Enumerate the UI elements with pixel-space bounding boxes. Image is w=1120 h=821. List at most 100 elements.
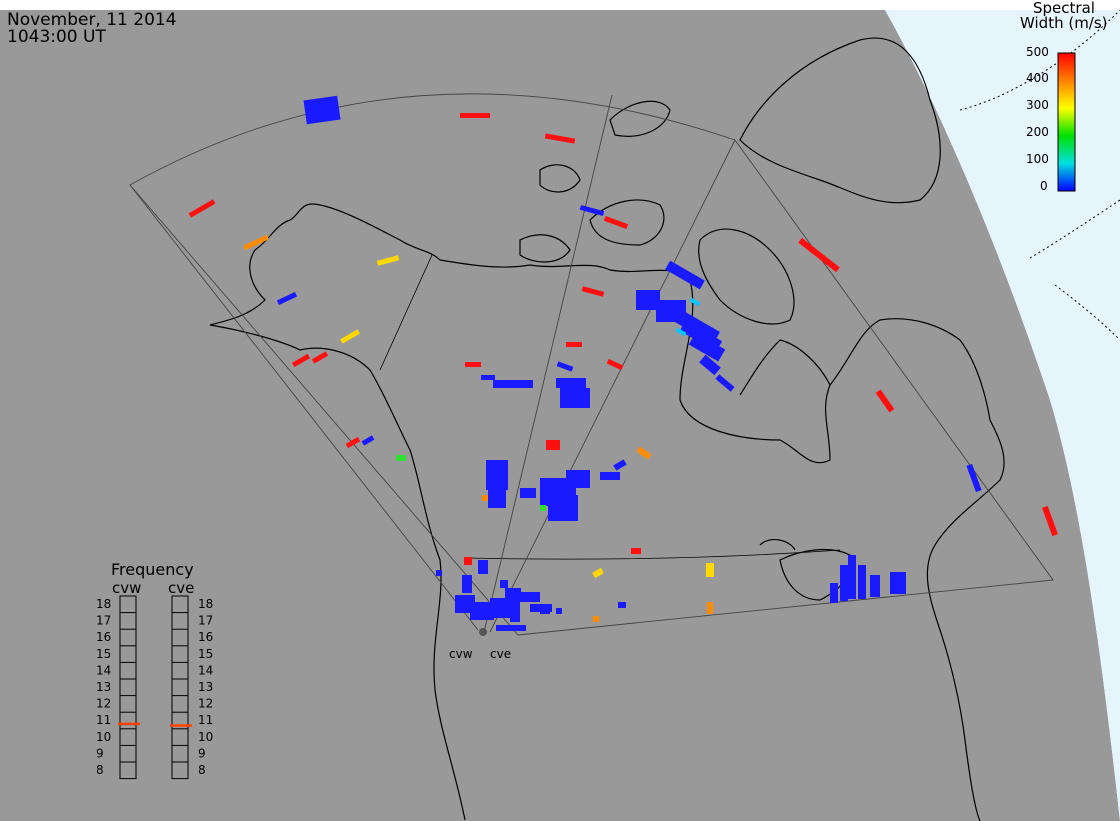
data-cell-green [540,505,546,511]
data-cell-blue [520,488,536,498]
data-cell-blue [493,380,533,388]
frequency-bar-cve [171,595,189,780]
frequency-level-label: 10 [198,730,213,744]
data-cell-blue [361,435,375,446]
data-cell-red [546,440,560,450]
data-cell-blue [556,378,586,388]
frequency-level-label: 9 [198,746,206,760]
frequency-radar-cve: cve [168,579,194,597]
frequency-level-label: 8 [198,763,206,777]
frequency-radar-cvw: cvw [112,579,141,597]
data-cell-blue [478,560,488,574]
data-cell-blue [566,470,590,488]
frequency-panel: Frequency cvw cve 18 18 17 17 16 16 15 15 14 14 13… [96,560,213,780]
frequency-level-label: 17 [198,614,213,628]
data-cell-blue [462,575,472,593]
land-region [0,10,1120,821]
data-cell-red [798,237,840,273]
radar-site-marker [479,628,487,636]
frequency-level-label: 13 [96,680,111,694]
data-cell-orange [482,495,488,501]
data-cell-blue [475,612,485,620]
colorbar-title-line1: Spectral [1033,0,1095,17]
data-cell-blue [548,495,578,521]
data-cell-blue [500,580,508,588]
data-cell-blue [840,565,848,601]
data-cell-red [291,353,311,368]
colorbar-tick-400: 400 [1026,71,1049,85]
frequency-level-label: 14 [198,663,213,677]
frequency-level-label: 11 [96,713,111,727]
data-cell-blue [486,460,508,490]
data-cell-red [875,389,895,413]
data-cell-blue [688,332,726,362]
data-cell-blue [848,555,856,599]
data-cell-cyan [689,297,701,307]
data-cell-blue [636,290,660,310]
data-cell-red [1042,505,1058,537]
latitude-line [1029,199,1120,259]
radar-label-cvw: cvw [449,647,473,661]
data-cell-cyan [675,327,687,337]
frequency-level-label: 18 [198,597,213,611]
data-cell-blue [870,575,880,597]
data-cell-red [631,548,641,554]
data-cell-red [188,199,216,218]
frequency-level-label: 11 [198,713,213,727]
data-cell-orange [243,234,269,251]
data-cell-orange [707,602,713,614]
date-label: November, 11 2014 [7,10,177,30]
frequency-title: Frequency [111,560,194,579]
data-cell-blue [665,260,705,290]
data-cell-red [460,113,490,118]
data-cell-red [345,436,361,449]
data-cell-blue [436,570,442,576]
data-cell-blue [966,463,982,493]
data-cell-yellow [592,567,604,579]
data-cell-orange [593,616,599,622]
data-cells [188,95,1058,631]
data-cell-blue [613,459,627,471]
frequency-level-label: 15 [198,647,213,661]
data-cell-red [606,358,624,371]
data-cell-blue [496,625,526,631]
frequency-level-label: 10 [96,730,111,744]
frequency-bar-cvw [119,595,137,780]
data-cell-blue [488,488,506,508]
data-cell-orange [636,446,652,460]
data-cell-blue [303,95,341,125]
data-cell-yellow [706,563,714,577]
data-cell-blue [556,361,574,372]
colorbar: Spectral Width (m/s) 500 400 300 200 100… [1020,0,1108,193]
fov-outlines [129,93,1054,636]
frequency-level-label: 16 [96,630,111,644]
data-cell-blue [505,588,521,602]
frequency-level-label: 8 [96,763,104,777]
frequency-level-label: 13 [198,680,213,694]
colorbar-tick-300: 300 [1026,98,1049,112]
data-cell-red [464,557,472,565]
colorbar-tick-0: 0 [1040,179,1048,193]
data-cell-green [396,455,406,461]
data-cell-yellow [376,255,400,266]
radar-label-cve: cve [490,647,511,661]
colorbar-tick-100: 100 [1026,152,1049,166]
frequency-level-label: 17 [96,614,111,628]
colorbar-gradient [1057,52,1076,192]
data-cell-yellow [340,329,360,344]
data-cell-blue [276,292,298,305]
frequency-level-label: 15 [96,647,111,661]
boundaries [379,254,841,560]
data-cell-red [603,216,629,229]
data-cell-red [465,362,481,367]
time-label: 1043:00 UT [7,27,106,47]
data-cell-blue [481,375,495,380]
data-cell-blue [560,388,590,408]
latitude-line [1054,284,1120,341]
data-cell-blue [618,602,626,608]
ocean-area [885,10,1120,821]
frequency-level-label: 12 [198,697,213,711]
colorbar-tick-500: 500 [1026,45,1049,59]
data-cell-blue [830,583,838,603]
